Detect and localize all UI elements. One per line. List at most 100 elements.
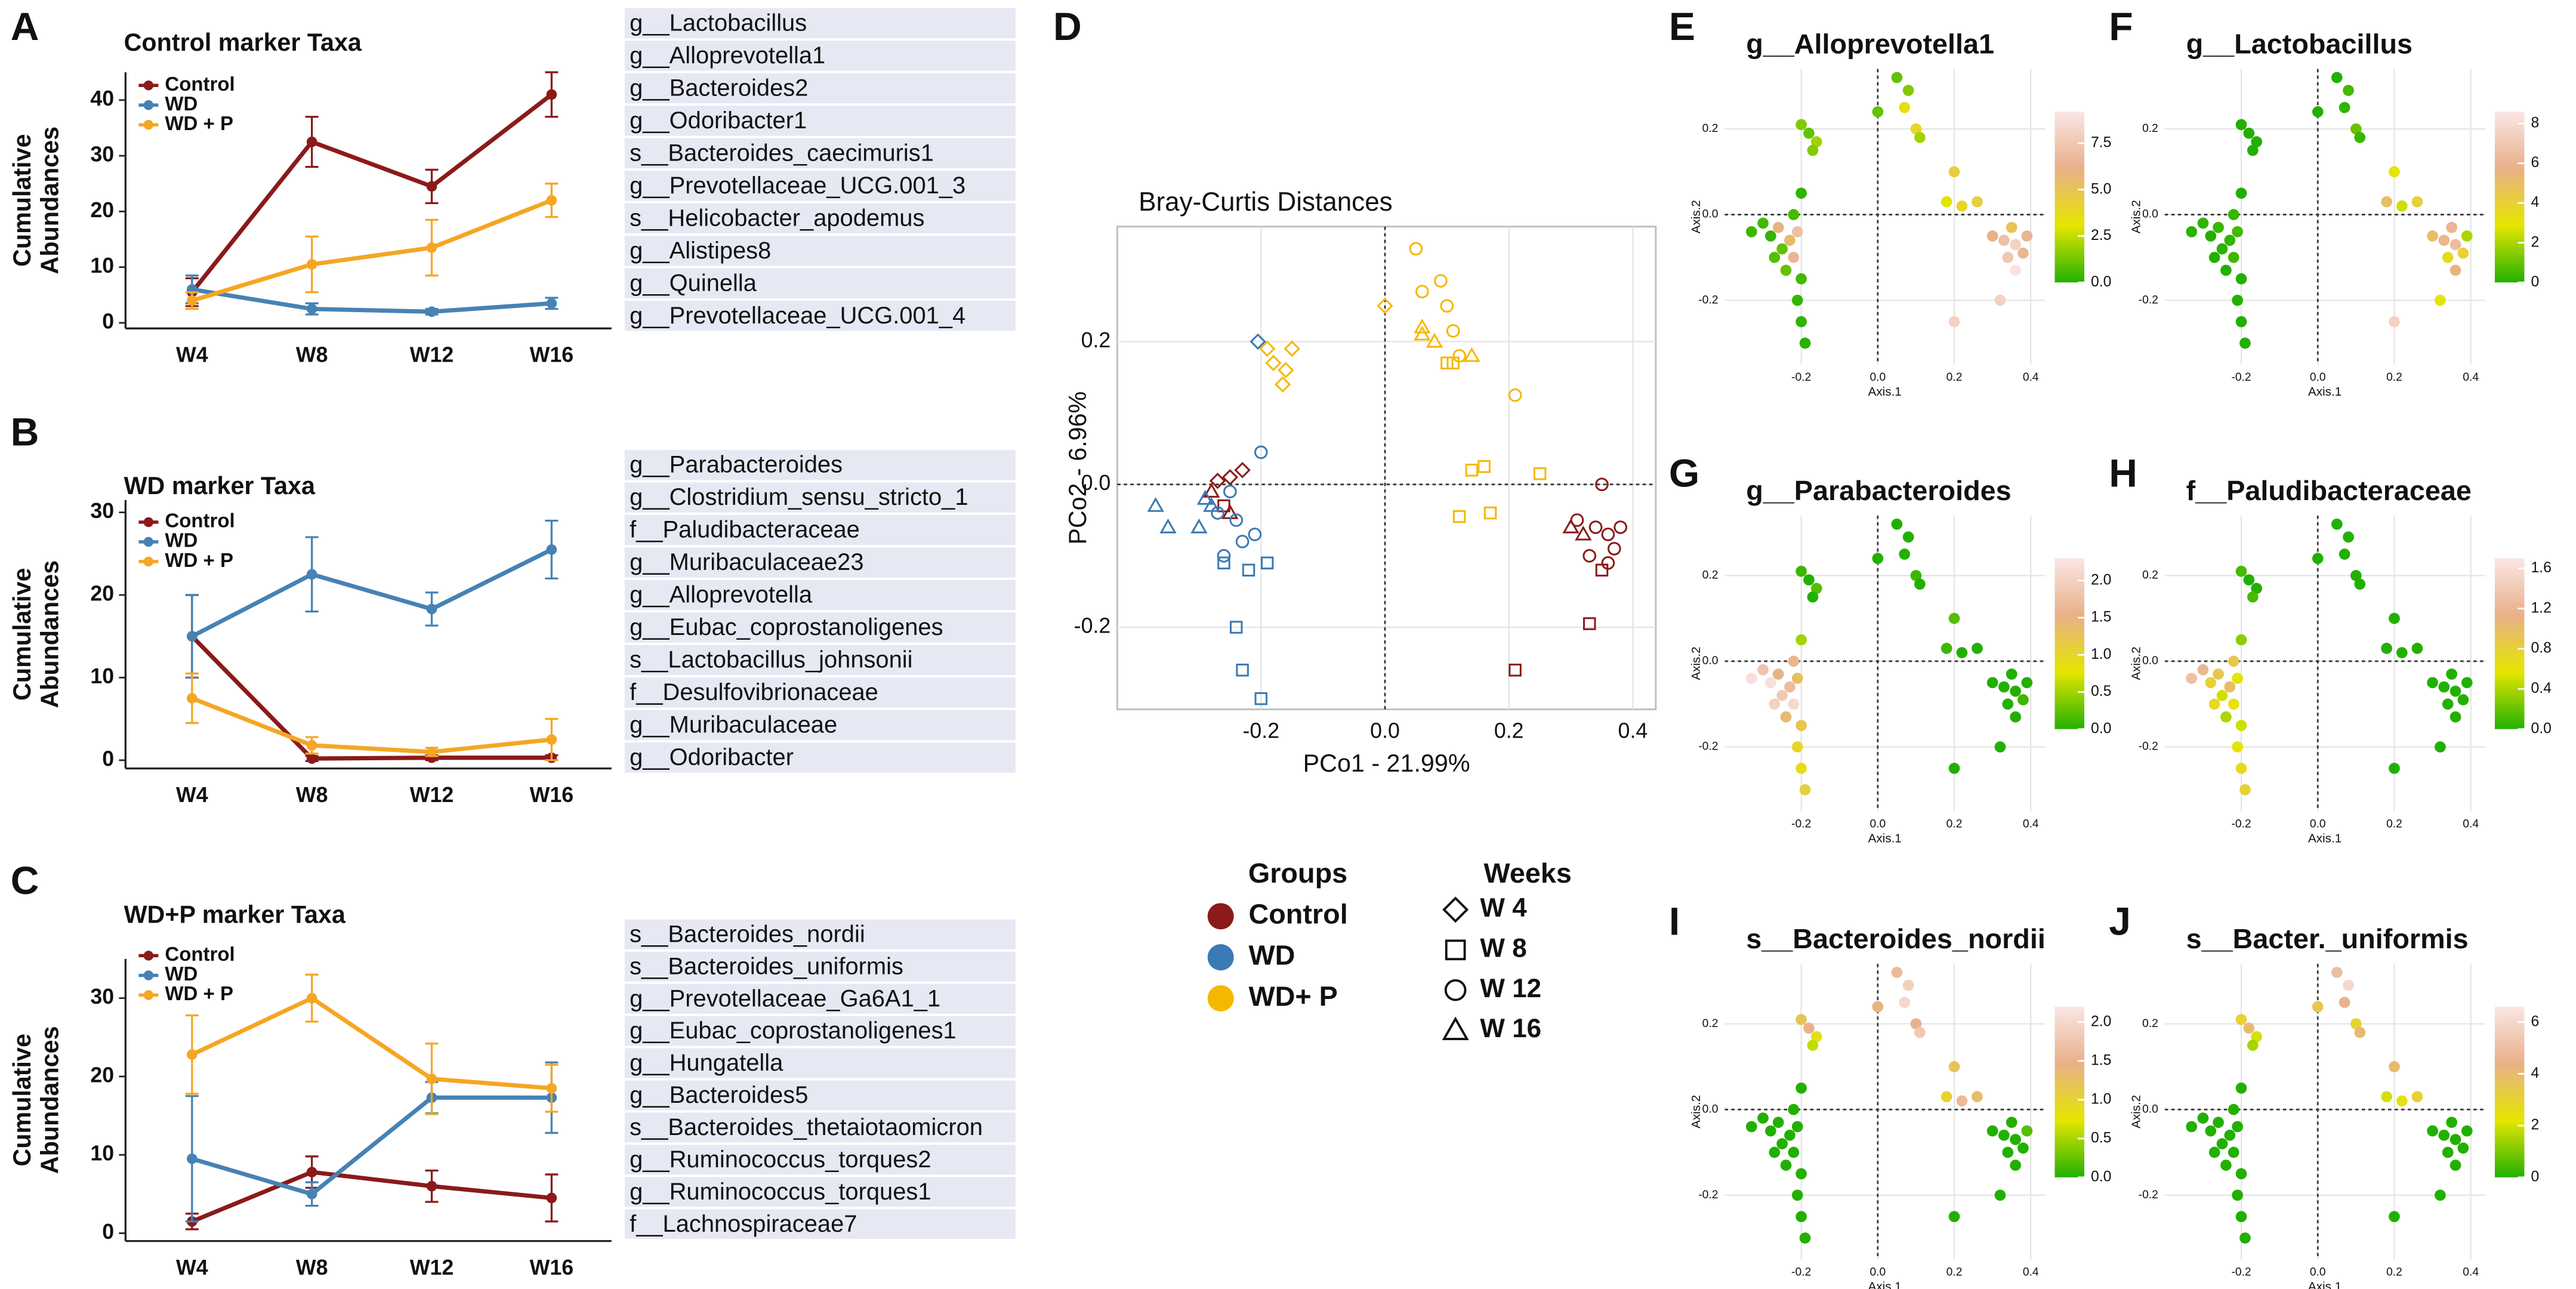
legend-marker (143, 536, 154, 547)
taxa-label: f__Paludibacteraceae (630, 517, 860, 543)
data-point (2021, 1125, 2033, 1137)
y-axis-label: Axis.2 (1689, 1095, 1703, 1128)
data-point (2251, 582, 2263, 594)
data-point (1791, 741, 1803, 753)
colorbar-tick-label: 0.8 (2531, 640, 2551, 656)
data-point (1414, 325, 1431, 341)
colorbar-tick-label: 2.5 (2091, 227, 2111, 243)
y-tick-label: -0.2 (2139, 741, 2158, 753)
data-point (2389, 763, 2400, 774)
data-point (1776, 690, 1788, 701)
data-point (1972, 196, 1983, 208)
series-line (192, 287, 552, 314)
data-point (1986, 677, 1998, 689)
data-point (2228, 655, 2239, 667)
data-point (2438, 1129, 2450, 1141)
plot-area (2164, 69, 2485, 365)
data-point (2449, 1160, 2461, 1171)
taxa-row (624, 514, 1016, 545)
x-tick-label: W12 (410, 343, 454, 367)
data-point (1260, 556, 1274, 570)
data-point (1891, 519, 1903, 530)
data-point (2239, 337, 2251, 349)
data-point (1994, 294, 2006, 306)
x-tick-label: -0.2 (2231, 371, 2251, 384)
panel-letter: A (11, 4, 39, 48)
y-tick-label: 0.2 (1702, 569, 1719, 582)
x-axis-label: PCo1 - 21.99% (1303, 750, 1470, 777)
taxa-row (624, 547, 1016, 578)
data-point (1614, 520, 1627, 534)
taxa-label: f__Desulfovibrionaceae (630, 679, 878, 705)
legend-label: WD (1248, 940, 1295, 971)
data-point (2381, 1091, 2393, 1103)
data-point (2446, 668, 2457, 680)
data-point (1764, 1125, 1776, 1137)
data-point (1582, 549, 1597, 563)
colorbar-tick-label: 1.0 (2091, 1091, 2111, 1107)
data-point (1477, 460, 1491, 473)
y-tick-label: 40 (90, 87, 114, 110)
data-point (1810, 582, 1822, 594)
data-point (2343, 979, 2354, 991)
data-point (2235, 1168, 2247, 1180)
chart-title: s__Bacter._uniformis (2186, 923, 2469, 954)
y-axis-label-line: Cumulative (8, 568, 36, 701)
data-point (2354, 1026, 2366, 1038)
series-line (191, 1170, 552, 1224)
data-point (2224, 1129, 2236, 1141)
taxa-label: g__Eubac_coprostanoligenes1 (630, 1017, 957, 1044)
taxa-row (624, 710, 1016, 741)
data-point (2446, 1117, 2457, 1128)
data-point (2251, 1031, 2263, 1043)
data-point (2411, 196, 2423, 208)
x-tick-label: 0.0 (1869, 818, 1886, 830)
data-point (1508, 664, 1522, 677)
data-point (1986, 1125, 1998, 1137)
data-point (2186, 673, 2198, 684)
x-axis-label: Axis.1 (2308, 832, 2341, 846)
data-point (2235, 273, 2247, 285)
legend-title: Weeks (1484, 858, 1572, 889)
taxa-label: g__Quinella (630, 270, 757, 296)
data-point (2446, 221, 2457, 233)
x-axis-label: Axis.1 (1868, 832, 1902, 846)
data-point (1235, 535, 1250, 548)
data-point (1791, 226, 1803, 238)
data-point (1426, 332, 1443, 348)
legend-marker (1207, 985, 1234, 1012)
data-point (1810, 136, 1822, 147)
x-tick-label: W8 (296, 343, 328, 367)
legend-marker (1207, 944, 1234, 971)
data-point (1221, 469, 1239, 486)
data-point (1772, 668, 1784, 680)
data-point (2228, 1146, 2239, 1158)
data-point (1796, 1168, 1807, 1180)
x-tick-label: 0.4 (2463, 1266, 2479, 1279)
data-point (2350, 123, 2362, 135)
data-point (1914, 578, 1926, 590)
data-point (1415, 285, 1429, 298)
data-point (1791, 1189, 1803, 1201)
data-point (1956, 200, 1968, 212)
data-point (1217, 549, 1231, 563)
x-axis-label: Axis.1 (2308, 385, 2341, 399)
data-point (2243, 127, 2255, 139)
y-axis-label-line: Abundances (36, 560, 63, 708)
data-point (2381, 196, 2393, 208)
taxa-row (624, 612, 1016, 643)
chart-title: WD marker Taxa (124, 472, 316, 499)
data-point (2208, 252, 2220, 263)
data-point (2435, 741, 2446, 753)
data-point (426, 1180, 437, 1192)
data-point (306, 136, 317, 147)
y-tick-label: 10 (90, 1142, 114, 1165)
taxa-label: g__Alloprevotella (630, 582, 813, 608)
data-point (1446, 324, 1460, 338)
data-point (2389, 1211, 2400, 1223)
taxa-row (624, 644, 1016, 676)
data-point (1799, 784, 1811, 795)
data-point (2021, 677, 2033, 689)
plot-area (1724, 516, 2045, 812)
colorbar-tick-label: 8 (2531, 115, 2539, 131)
